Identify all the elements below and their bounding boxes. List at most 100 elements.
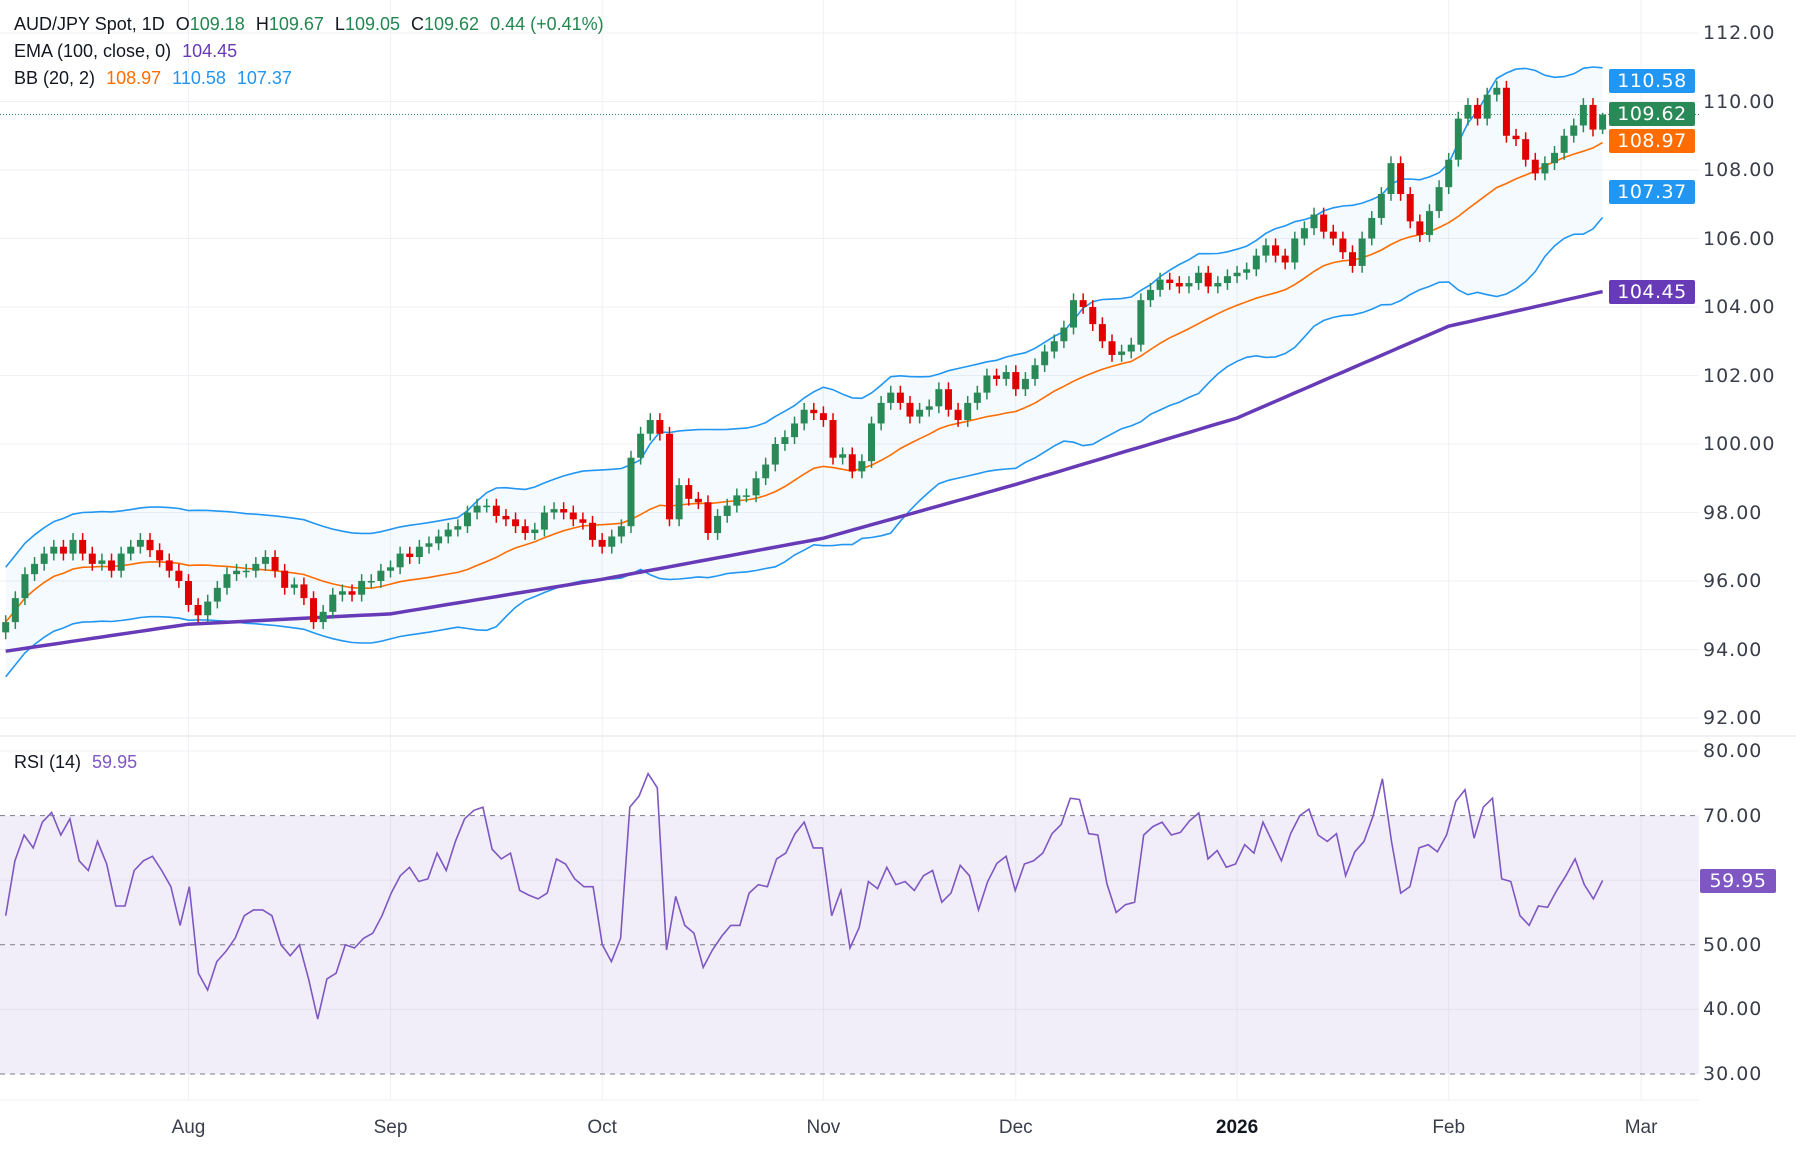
candle xyxy=(415,539,423,564)
rsi-badge: 59.95 xyxy=(1700,868,1776,893)
price-tick-label: 108.00 xyxy=(1703,159,1776,181)
rsi-legend[interactable]: RSI (14) 59.95 xyxy=(14,752,143,773)
candle-body xyxy=(1599,114,1607,130)
candle-body xyxy=(637,433,645,458)
candle-body xyxy=(569,512,577,520)
grid xyxy=(0,0,1699,1100)
candle-body xyxy=(589,522,597,540)
candle xyxy=(579,512,587,530)
candle-body xyxy=(1435,187,1443,212)
bb-legend-label: BB (20, 2) xyxy=(14,68,96,88)
candle-body xyxy=(1060,327,1068,342)
candle-body xyxy=(79,539,87,554)
candle-body xyxy=(492,505,500,516)
candle-body xyxy=(887,392,895,403)
candle xyxy=(242,563,250,578)
candle-body xyxy=(329,594,337,612)
candle-body xyxy=(1368,217,1376,239)
rsi-line xyxy=(4,771,1604,1020)
candle xyxy=(21,567,29,605)
candle-body xyxy=(1204,272,1212,287)
candle xyxy=(1041,344,1049,373)
candle xyxy=(1589,98,1597,137)
candle xyxy=(993,368,1001,386)
candle xyxy=(184,574,192,612)
candle xyxy=(733,488,741,513)
time-axis-label: Sep xyxy=(373,1117,408,1138)
candle xyxy=(165,553,173,578)
candle-body xyxy=(1493,87,1501,95)
candle xyxy=(1262,238,1270,263)
candle xyxy=(1368,211,1376,246)
candle xyxy=(714,509,722,540)
candle xyxy=(665,426,673,527)
candle-body xyxy=(348,591,356,595)
candle xyxy=(694,491,702,510)
candle xyxy=(1079,293,1087,314)
time-axis-label: Feb xyxy=(1432,1117,1466,1138)
candle xyxy=(646,413,654,441)
candle xyxy=(1435,180,1443,218)
candle-body xyxy=(868,423,875,462)
rsi-tick-label: 50.00 xyxy=(1703,933,1763,956)
candle-body xyxy=(848,454,856,472)
candle xyxy=(1070,293,1078,335)
candle-body xyxy=(733,495,741,506)
candle xyxy=(791,416,799,444)
candle xyxy=(492,498,500,523)
candle xyxy=(1118,344,1126,362)
candle-body xyxy=(1272,245,1280,256)
candle xyxy=(1599,112,1607,135)
candle xyxy=(1175,276,1183,294)
candle xyxy=(11,591,19,629)
candle-body xyxy=(1127,344,1135,352)
candle xyxy=(444,522,452,544)
candle-body xyxy=(1195,272,1203,284)
candle xyxy=(1127,337,1135,359)
candle xyxy=(50,539,58,561)
ema-line xyxy=(5,289,1603,653)
candle-body xyxy=(1310,214,1318,229)
ema-legend[interactable]: EMA (100, close, 0) 104.45 xyxy=(14,41,243,62)
candle-body xyxy=(146,539,154,551)
candles xyxy=(2,80,1607,640)
candle-body xyxy=(40,553,48,564)
candle xyxy=(1579,98,1587,133)
candle xyxy=(213,581,221,609)
candle-body xyxy=(627,457,635,527)
candle xyxy=(1050,334,1058,359)
candle xyxy=(1204,265,1212,294)
candle-body xyxy=(463,512,471,527)
candle-body xyxy=(1531,159,1539,174)
candle xyxy=(1474,98,1482,126)
candle xyxy=(310,591,318,629)
candle xyxy=(223,567,231,595)
candle-body xyxy=(512,519,520,527)
candle xyxy=(685,478,693,506)
candle-body xyxy=(213,587,221,602)
candle-body xyxy=(1358,238,1366,266)
candle-body xyxy=(98,560,106,564)
price-tick-label: 96.00 xyxy=(1703,570,1763,592)
candle xyxy=(925,399,933,417)
candle-body xyxy=(1108,341,1116,355)
candle xyxy=(637,426,645,465)
bb-basis-badge: 108.97 xyxy=(1609,129,1695,153)
candle xyxy=(233,563,241,581)
ema-legend-value: 104.45 xyxy=(182,41,238,61)
candle xyxy=(136,533,144,554)
candle xyxy=(1060,320,1068,349)
candle-body xyxy=(771,444,779,465)
low-label: L xyxy=(334,14,345,34)
candle-body xyxy=(1445,159,1453,188)
candle-body xyxy=(1233,272,1241,277)
bb-legend[interactable]: BB (20, 2) 108.97 110.58 107.37 xyxy=(14,68,298,89)
candle xyxy=(569,505,577,527)
candle-body xyxy=(1262,245,1270,256)
candle xyxy=(762,457,770,486)
candle xyxy=(1349,245,1356,273)
candle-body xyxy=(1243,269,1251,273)
candle-body xyxy=(752,478,760,496)
candle xyxy=(1387,156,1395,201)
